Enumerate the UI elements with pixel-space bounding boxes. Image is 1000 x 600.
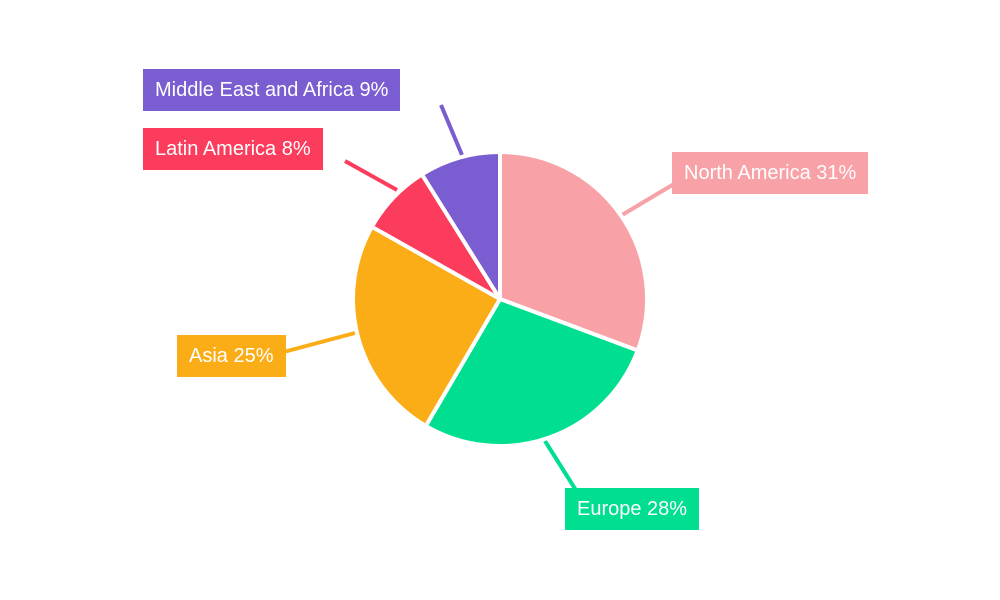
- callout-latin-america-label: Latin America 8%: [155, 138, 311, 160]
- callout-asia-label: Asia 25%: [189, 345, 274, 367]
- callout-latin-america: Latin America 8%: [143, 128, 323, 170]
- callout-north-america: North America 31%: [672, 152, 869, 194]
- callout-middle-east-and-africa: Middle East and Africa 9%: [143, 69, 401, 111]
- pie-slice-middle-east-and-africa: [419, 150, 502, 301]
- callout-middle-east-and-africa-label: Middle East and Africa 9%: [155, 79, 389, 101]
- callout-europe: Europe 28%: [565, 488, 700, 530]
- pie-slice-asia: [351, 224, 502, 428]
- callout-europe-label: Europe 28%: [577, 498, 688, 520]
- leader-line-latin-america: [344, 159, 398, 192]
- leader-line-europe: [543, 439, 581, 497]
- leader-line-middle-east-and-africa: [439, 104, 464, 156]
- pie-slice-north-america: [498, 150, 649, 353]
- leader-line-asia: [275, 331, 356, 356]
- callout-north-america-label: North America 31%: [684, 162, 857, 184]
- callout-asia: Asia 25%: [177, 335, 286, 377]
